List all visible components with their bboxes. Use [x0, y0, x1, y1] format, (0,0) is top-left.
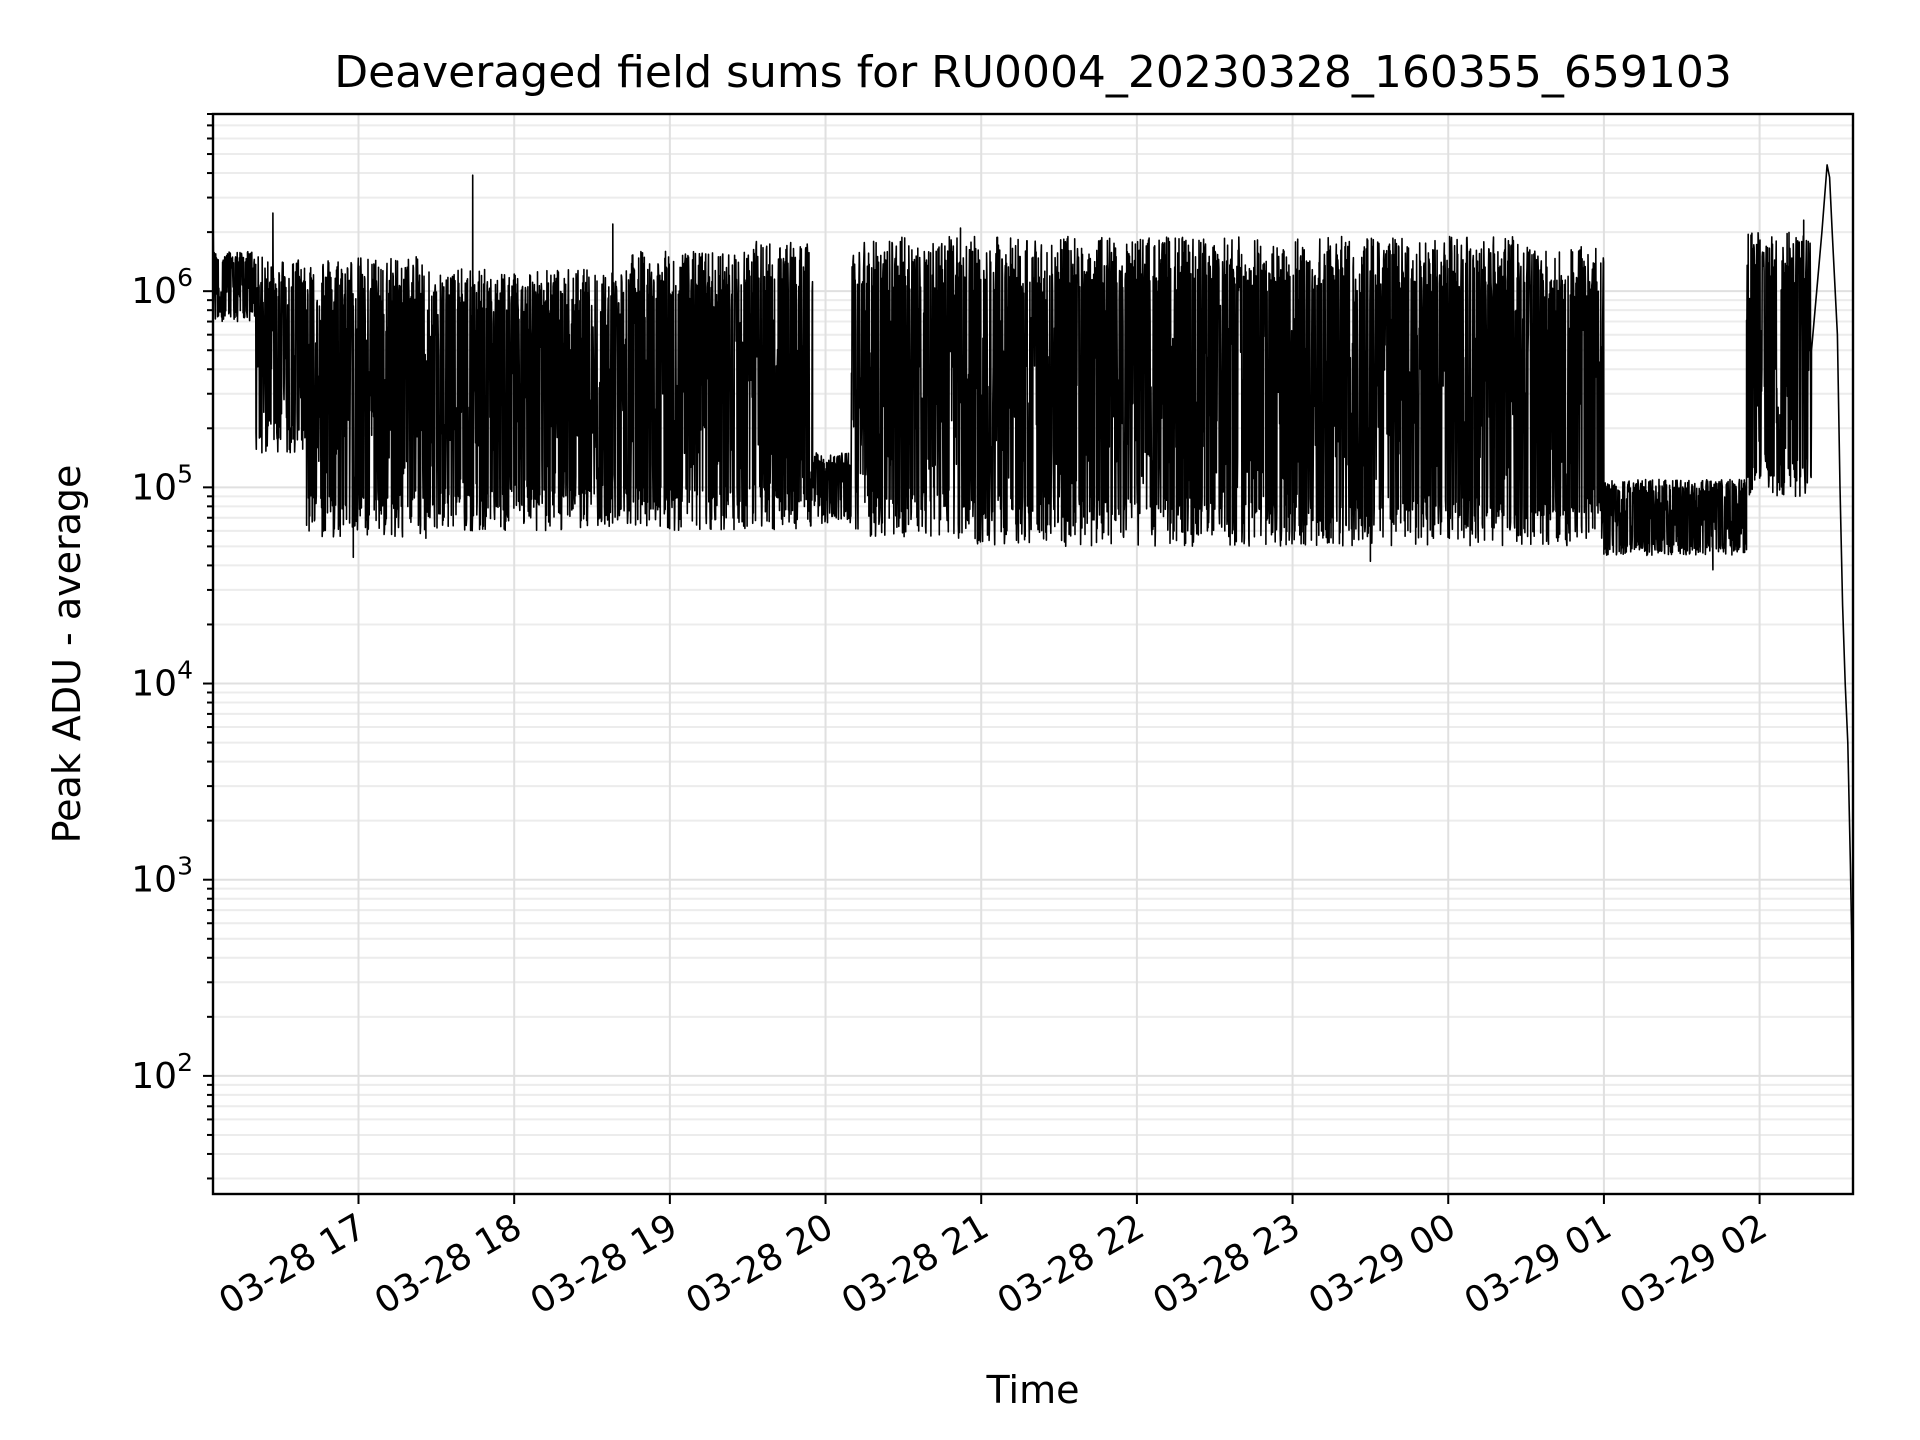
y-tick-label: 106: [131, 263, 193, 312]
plot-frame: [211, 112, 1855, 1196]
y-axis-label: Peak ADU - average: [45, 465, 89, 844]
y-tick-label: 103: [131, 852, 193, 901]
series-group: [212, 164, 1854, 1155]
y-tick-label: 105: [131, 459, 193, 508]
y-axis: 102 103 104 105 106: [131, 113, 213, 1180]
chart-title: Deaveraged field sums for RU0004_2023032…: [334, 47, 1732, 98]
x-axis-label: Time: [986, 1368, 1080, 1412]
y-tick-label: 104: [131, 656, 193, 705]
series-line: [212, 164, 1854, 1155]
y-tick-label: 102: [131, 1048, 193, 1097]
